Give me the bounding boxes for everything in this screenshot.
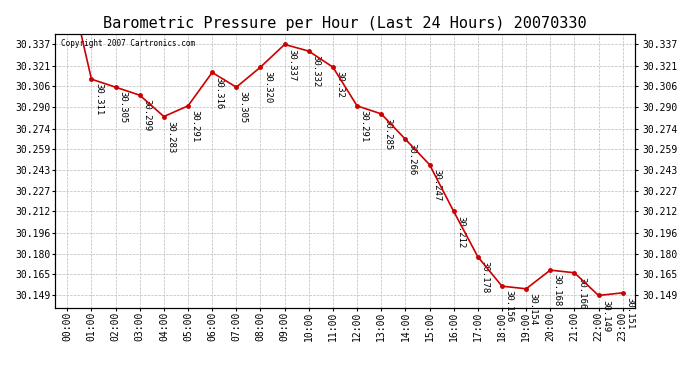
Text: 30.39: 30.39 [0,374,1,375]
Text: 30.316: 30.316 [215,76,224,109]
Text: 30.32: 30.32 [335,71,344,98]
Text: 30.311: 30.311 [94,83,103,116]
Text: 30.320: 30.320 [263,71,272,104]
Title: Barometric Pressure per Hour (Last 24 Hours) 20070330: Barometric Pressure per Hour (Last 24 Ho… [104,16,586,31]
Text: 30.266: 30.266 [408,143,417,176]
Text: 30.178: 30.178 [480,261,489,293]
Text: 30.337: 30.337 [287,49,296,81]
Text: 30.247: 30.247 [432,169,441,201]
Text: 30.166: 30.166 [577,277,586,309]
Text: 30.291: 30.291 [190,110,199,142]
Text: Copyright 2007 Cartronics.com: Copyright 2007 Cartronics.com [61,39,195,48]
Text: 30.291: 30.291 [359,110,368,142]
Text: 30.283: 30.283 [166,121,175,153]
Text: 30.149: 30.149 [601,300,610,332]
Text: 30.299: 30.299 [142,99,151,132]
Text: 30.156: 30.156 [504,290,513,322]
Text: 30.154: 30.154 [529,293,538,325]
Text: 30.305: 30.305 [239,92,248,124]
Text: 30.212: 30.212 [456,216,465,248]
Text: 30.285: 30.285 [384,118,393,150]
Text: 30.305: 30.305 [118,92,127,124]
Text: 30.151: 30.151 [625,297,634,329]
Text: 30.332: 30.332 [311,55,320,87]
Text: 30.168: 30.168 [553,274,562,306]
